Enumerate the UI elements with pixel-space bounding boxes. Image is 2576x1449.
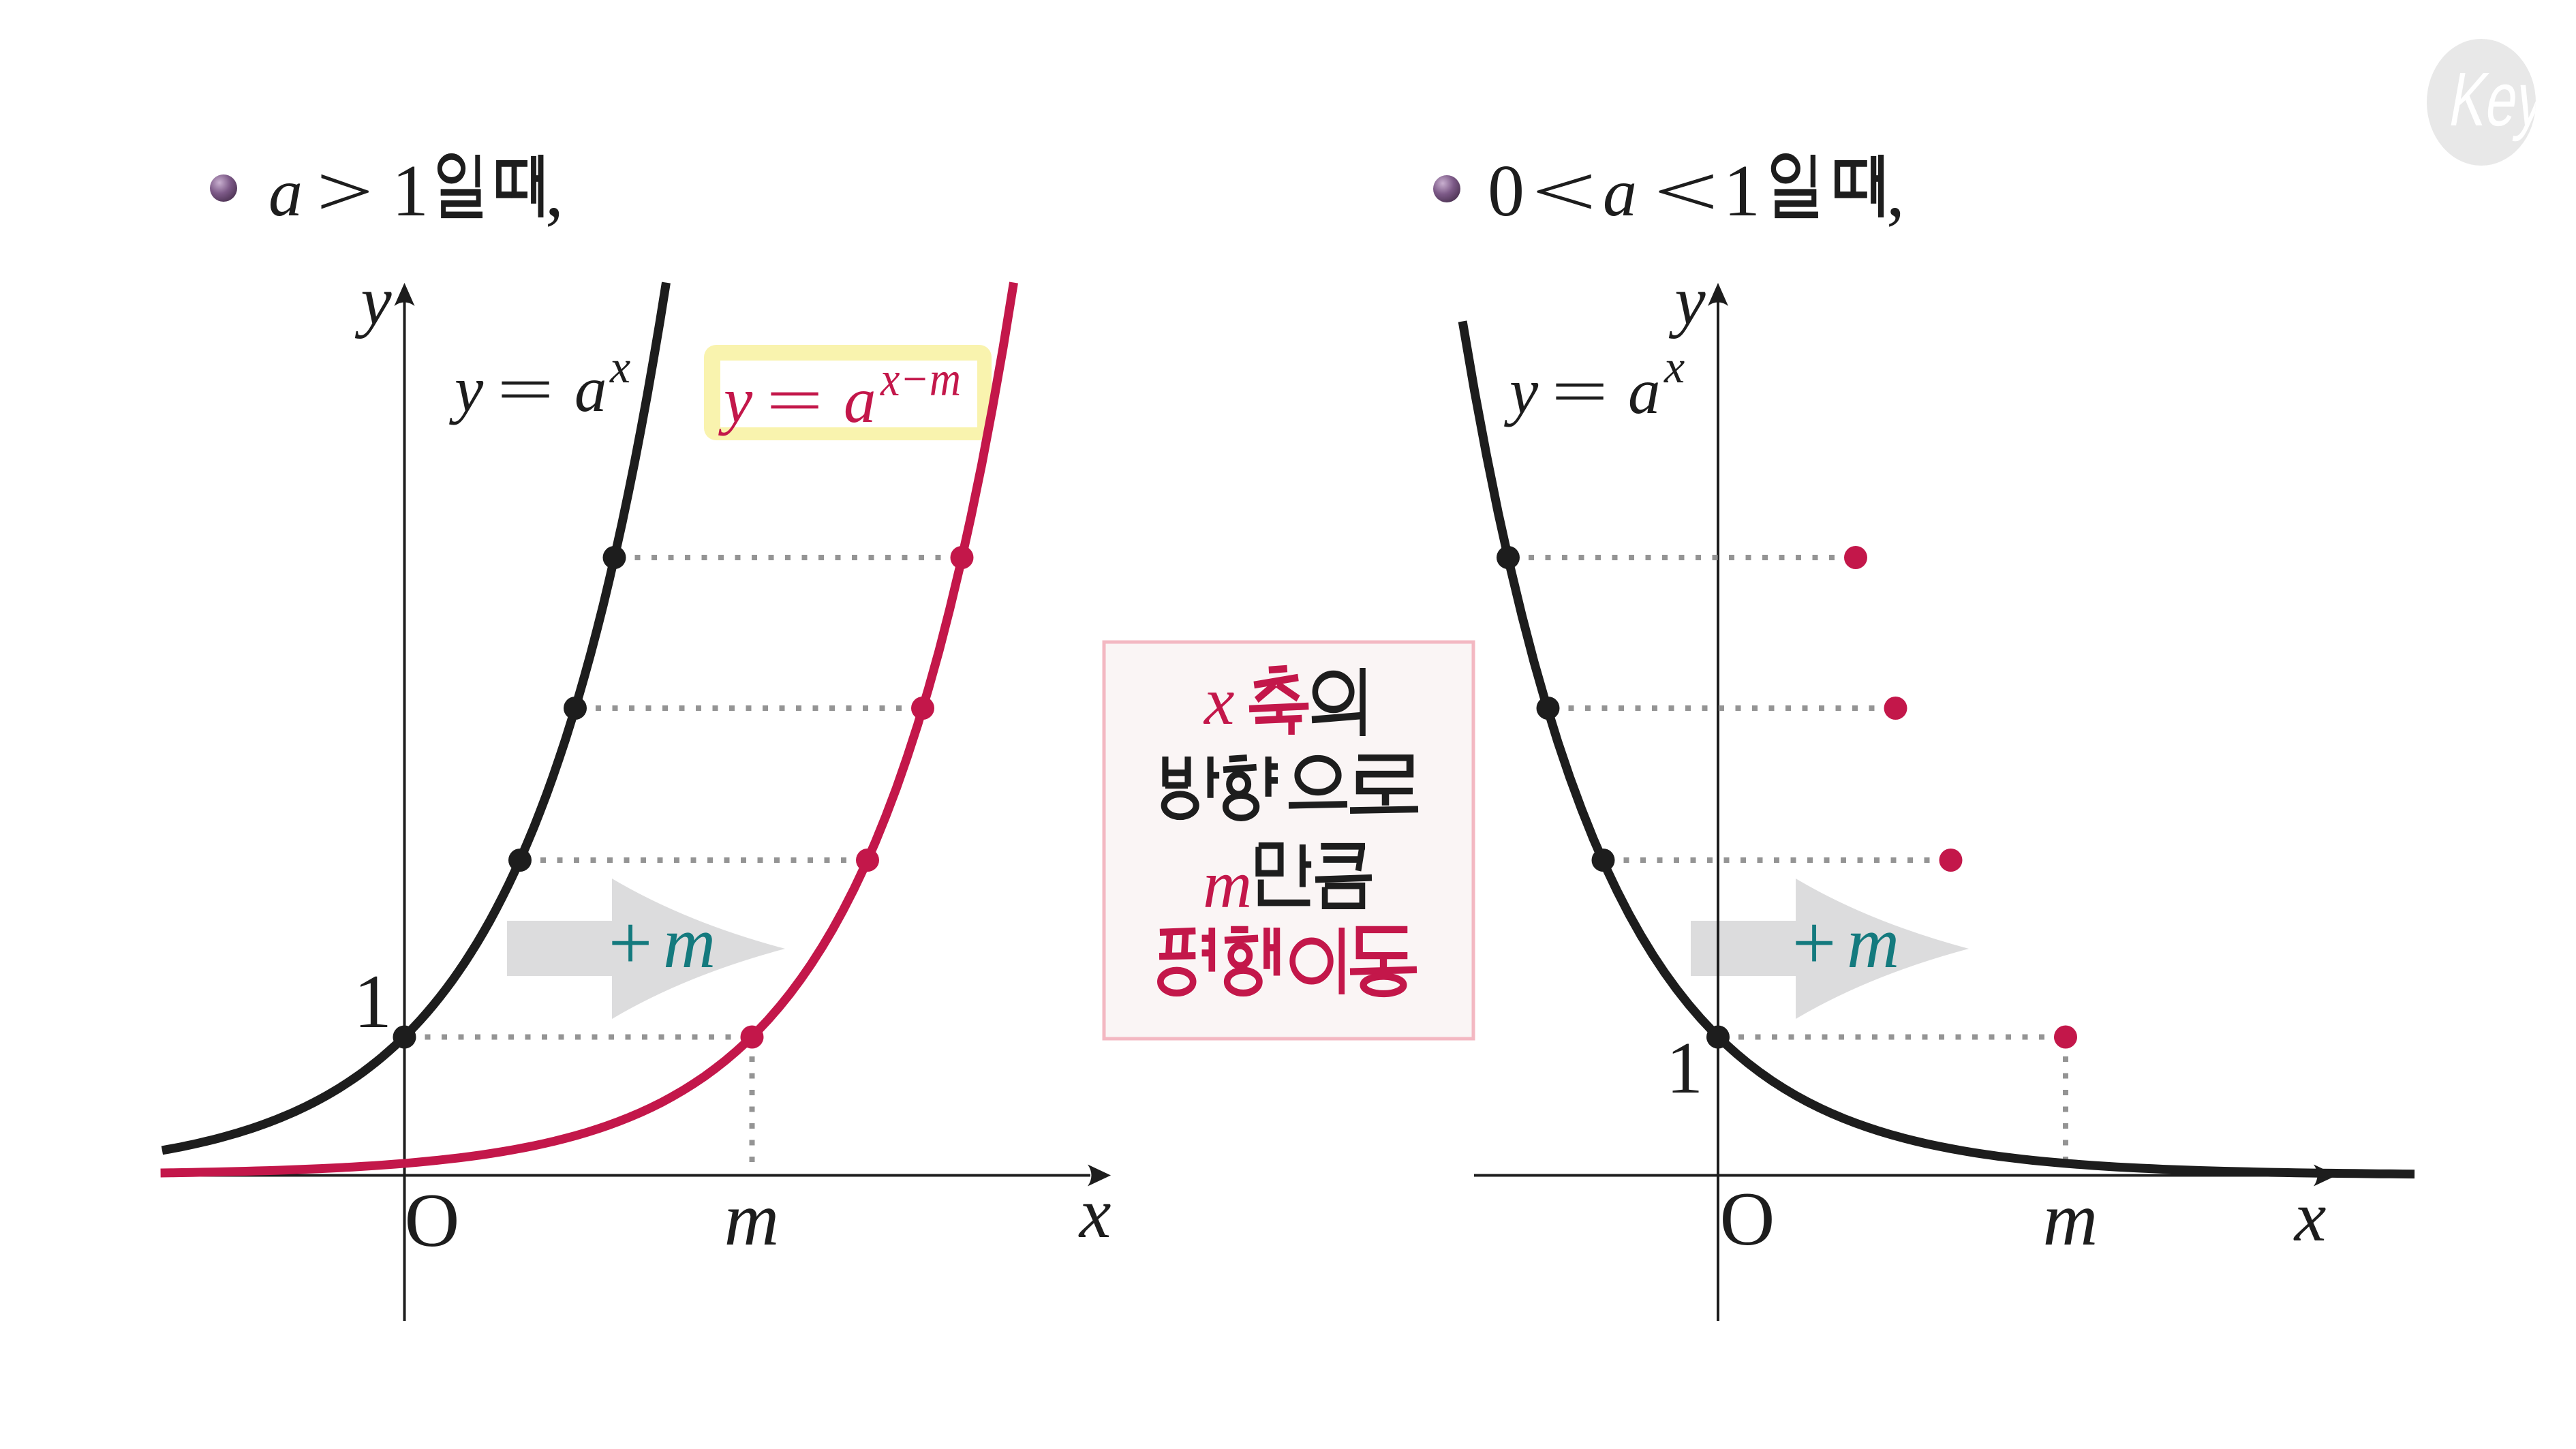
svg-text:1: 1 bbox=[1723, 151, 1760, 232]
svg-text:=: = bbox=[1551, 355, 1608, 427]
svg-text:m: m bbox=[724, 1177, 780, 1262]
svg-text:Key: Key bbox=[2444, 57, 2553, 142]
svg-text:y: y bbox=[1504, 355, 1539, 427]
svg-text:O: O bbox=[1720, 1177, 1775, 1262]
svg-text:<: < bbox=[1653, 151, 1719, 231]
svg-text:y: y bbox=[449, 353, 484, 425]
svg-text:=: = bbox=[497, 353, 554, 425]
svg-text:m: m bbox=[663, 903, 716, 983]
svg-text:>: > bbox=[316, 151, 373, 231]
svg-text:x: x bbox=[1203, 663, 1234, 739]
svg-text:x: x bbox=[1078, 1173, 1111, 1253]
svg-text:=: = bbox=[766, 364, 823, 436]
svg-text:m: m bbox=[2043, 1177, 2098, 1262]
svg-text:1: 1 bbox=[392, 151, 429, 232]
svg-text:a: a bbox=[1603, 155, 1637, 230]
svg-text:0: 0 bbox=[1488, 151, 1524, 232]
svg-text:y: y bbox=[718, 364, 753, 436]
svg-text:+: + bbox=[609, 900, 653, 986]
svg-text:+: + bbox=[1792, 900, 1837, 986]
svg-text:x: x bbox=[609, 341, 630, 393]
svg-text:m: m bbox=[1847, 903, 1899, 983]
svg-text:a: a bbox=[844, 364, 876, 436]
svg-text:,: , bbox=[545, 151, 564, 232]
svg-text:y: y bbox=[1668, 262, 1706, 339]
svg-text:<: < bbox=[1531, 151, 1597, 231]
svg-text:,: , bbox=[1886, 151, 1905, 232]
svg-text:y: y bbox=[354, 262, 392, 339]
svg-text:a: a bbox=[1628, 355, 1661, 427]
svg-text:x: x bbox=[1663, 341, 1685, 393]
svg-text:x−m: x−m bbox=[880, 352, 961, 406]
svg-text:O: O bbox=[405, 1178, 460, 1263]
svg-text:1: 1 bbox=[354, 960, 392, 1044]
svg-text:x: x bbox=[2293, 1176, 2327, 1256]
svg-text:m: m bbox=[1203, 846, 1252, 922]
svg-text:1: 1 bbox=[1666, 1028, 1703, 1109]
svg-text:a: a bbox=[269, 155, 303, 230]
svg-text:a: a bbox=[574, 353, 607, 425]
